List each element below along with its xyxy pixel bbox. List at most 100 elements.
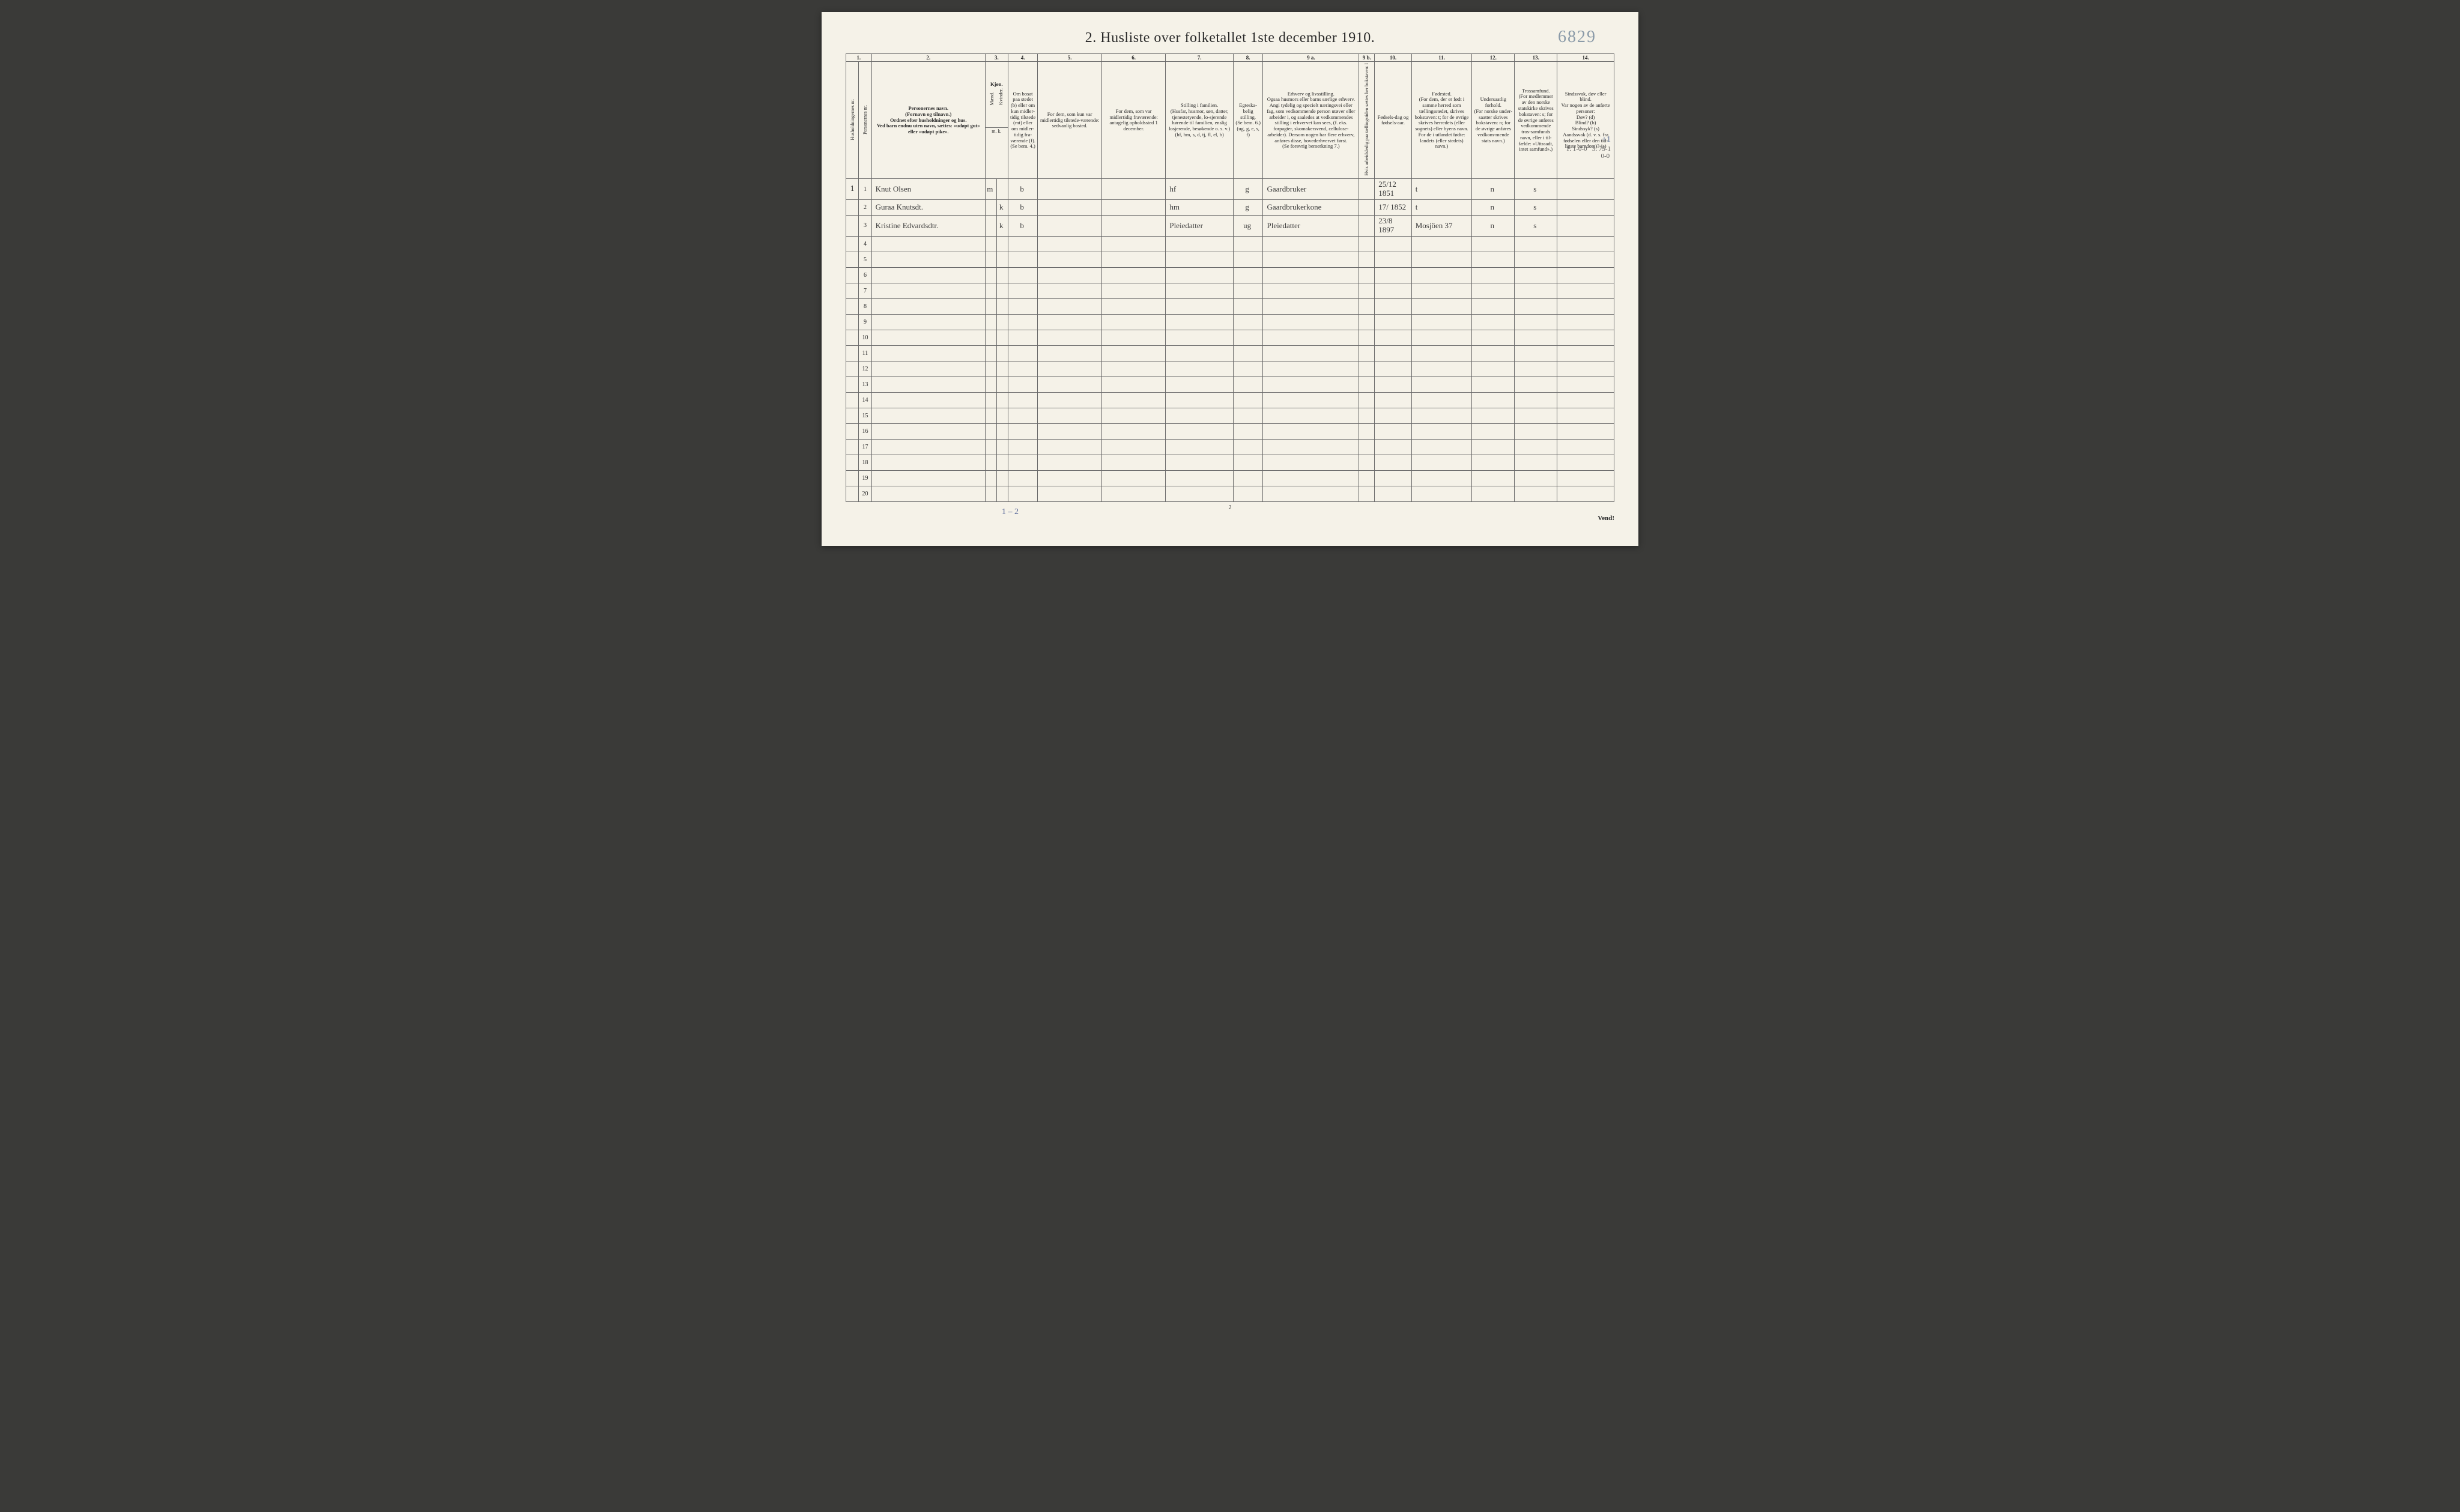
cell-absent — [1101, 283, 1165, 299]
cell-mar — [1233, 440, 1263, 455]
cell-rel — [1515, 393, 1557, 408]
cell-dis — [1557, 268, 1614, 283]
cell-dis — [1557, 299, 1614, 315]
cell-tmp — [1038, 377, 1101, 393]
cell-mar — [1233, 486, 1263, 502]
cell-pn: 7 — [859, 283, 871, 299]
cell-absent — [1101, 299, 1165, 315]
title-row: 2. Husliste over folketallet 1ste decemb… — [846, 30, 1614, 46]
table-row: 4 — [846, 237, 1614, 252]
colnum-13: 13. — [1515, 54, 1557, 62]
cell-occ — [1263, 424, 1359, 440]
cell-bp — [1411, 283, 1472, 299]
cell-tmp — [1038, 252, 1101, 268]
cell-hh — [846, 252, 859, 268]
cell-rel — [1515, 455, 1557, 471]
cell-tmp — [1038, 346, 1101, 361]
cell-led — [1359, 179, 1375, 200]
cell-name — [871, 408, 985, 424]
corner-annotation: 6829 — [1558, 28, 1596, 47]
cell-k — [996, 330, 1008, 346]
cell-tmp — [1038, 455, 1101, 471]
cell-name — [871, 237, 985, 252]
cell-name — [871, 346, 985, 361]
cell-m — [985, 408, 996, 424]
cell-fam — [1166, 408, 1233, 424]
cell-dob — [1375, 330, 1412, 346]
colnum-6: 6. — [1101, 54, 1165, 62]
cell-fam — [1166, 455, 1233, 471]
cell-dob: 23/8 1897 — [1375, 216, 1412, 237]
cell-bp: t — [1411, 179, 1472, 200]
colnum-1: 1. — [846, 54, 872, 62]
hdr-household-nr: Husholdningernes nr. — [846, 62, 859, 179]
cell-name — [871, 315, 985, 330]
cell-hh — [846, 486, 859, 502]
cell-pn: 13 — [859, 377, 871, 393]
cell-mar — [1233, 268, 1263, 283]
census-table: 1. 2. 3. 4. 5. 6. 7. 8. 9 a. 9 b. 10. 11… — [846, 53, 1614, 502]
cell-absent — [1101, 486, 1165, 502]
cell-dis — [1557, 200, 1614, 216]
cell-absent — [1101, 237, 1165, 252]
cell-dis — [1557, 455, 1614, 471]
cell-fam — [1166, 268, 1233, 283]
cell-res — [1008, 330, 1038, 346]
cell-nat — [1472, 471, 1515, 486]
cell-fam — [1166, 361, 1233, 377]
cell-occ: Gaardbruker — [1263, 179, 1359, 200]
cell-mar — [1233, 315, 1263, 330]
cell-dob — [1375, 424, 1412, 440]
colnum-12: 12. — [1472, 54, 1515, 62]
cell-led — [1359, 408, 1375, 424]
cell-m — [985, 268, 996, 283]
cell-led — [1359, 361, 1375, 377]
cell-bp — [1411, 393, 1472, 408]
cell-led — [1359, 315, 1375, 330]
cell-led — [1359, 268, 1375, 283]
table-row: 18 — [846, 455, 1614, 471]
table-row: 15 — [846, 408, 1614, 424]
table-row: 19 — [846, 471, 1614, 486]
cell-fam — [1166, 252, 1233, 268]
cell-fam — [1166, 315, 1233, 330]
cell-res — [1008, 237, 1038, 252]
cell-dob — [1375, 455, 1412, 471]
cell-rel — [1515, 408, 1557, 424]
cell-rel — [1515, 315, 1557, 330]
cell-name — [871, 268, 985, 283]
cell-m — [985, 424, 996, 440]
cell-rel — [1515, 440, 1557, 455]
cell-pn: 5 — [859, 252, 871, 268]
cell-led — [1359, 237, 1375, 252]
cell-bp — [1411, 315, 1472, 330]
cell-bp — [1411, 237, 1472, 252]
colnum-7: 7. — [1166, 54, 1233, 62]
table-row: 11Knut OlsenmbhfgGaardbruker25/12 1851tn… — [846, 179, 1614, 200]
cell-k — [996, 346, 1008, 361]
cell-absent — [1101, 440, 1165, 455]
page-number: 2 — [846, 504, 1614, 511]
cell-hh — [846, 237, 859, 252]
cell-k — [996, 455, 1008, 471]
cell-occ — [1263, 315, 1359, 330]
hdr-nationality: Undersaatlig forhold. (For norske under-… — [1472, 62, 1515, 179]
cell-nat — [1472, 299, 1515, 315]
cell-absent — [1101, 408, 1165, 424]
cell-rel: s — [1515, 179, 1557, 200]
cell-absent — [1101, 315, 1165, 330]
cell-mar — [1233, 283, 1263, 299]
cell-name — [871, 299, 985, 315]
cell-mar: g — [1233, 200, 1263, 216]
cell-name — [871, 455, 985, 471]
cell-mar — [1233, 408, 1263, 424]
cell-res — [1008, 393, 1038, 408]
cell-pn: 19 — [859, 471, 871, 486]
cell-absent — [1101, 393, 1165, 408]
cell-occ — [1263, 252, 1359, 268]
cell-dob — [1375, 283, 1412, 299]
cell-occ: Pleiedatter — [1263, 216, 1359, 237]
table-row: 8 — [846, 299, 1614, 315]
table-row: 7 — [846, 283, 1614, 299]
cell-nat — [1472, 252, 1515, 268]
